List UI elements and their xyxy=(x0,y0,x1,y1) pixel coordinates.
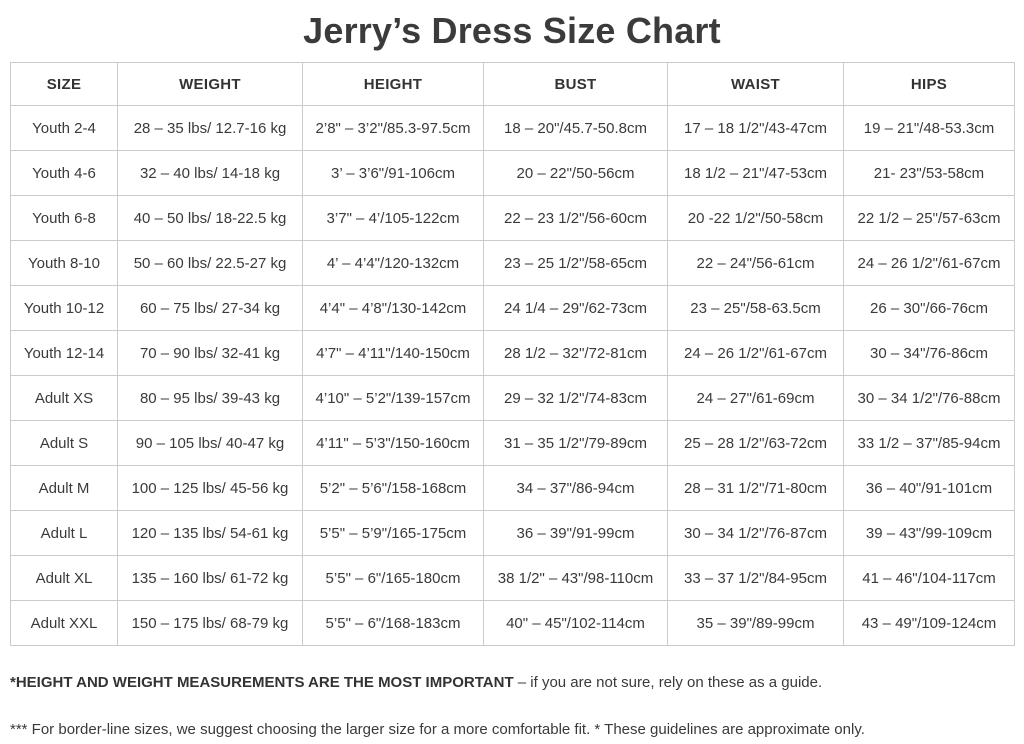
table-row: Youth 6-8 40 – 50 lbs/ 18-22.5 kg 3’7" – 4… xyxy=(10,195,1015,241)
cell-bust: 22 – 23 1/2"/56-60cm xyxy=(483,195,668,241)
cell-height: 5’2" – 5’6"/158-168cm xyxy=(302,465,484,511)
cell-height: 4’ – 4’4"/120-132cm xyxy=(302,240,484,286)
cell-waist: 17 – 18 1/2"/43-47cm xyxy=(667,105,844,151)
table-row: Adult XXL 150 – 175 lbs/ 68-79 kg 5’5" – 6… xyxy=(10,600,1015,646)
cell-height: 3’7" – 4’/105-122cm xyxy=(302,195,484,241)
cell-bust: 24 1/4 – 29"/62-73cm xyxy=(483,285,668,331)
cell-weight: 28 – 35 lbs/ 12.7-16 kg xyxy=(117,105,303,151)
cell-waist: 20 -22 1/2"/50-58cm xyxy=(667,195,844,241)
cell-size: Youth 8-10 xyxy=(10,240,118,286)
header-row: SIZE WEIGHT HEIGHT BUST WAIST HIPS xyxy=(10,62,1015,106)
cell-size: Adult M xyxy=(10,465,118,511)
cell-height: 3’ – 3’6"/91-106cm xyxy=(302,150,484,196)
cell-hips: 41 – 46"/104-117cm xyxy=(843,555,1015,601)
cell-weight: 80 – 95 lbs/ 39-43 kg xyxy=(117,375,303,421)
cell-size: Youth 2-4 xyxy=(10,105,118,151)
table-body: Youth 2-4 28 – 35 lbs/ 12.7-16 kg 2’8" – 3… xyxy=(10,105,1015,646)
cell-height: 5’5" – 6"/168-183cm xyxy=(302,600,484,646)
cell-hips: 26 – 30"/66-76cm xyxy=(843,285,1015,331)
cell-weight: 50 – 60 lbs/ 22.5-27 kg xyxy=(117,240,303,286)
cell-hips: 43 – 49"/109-124cm xyxy=(843,600,1015,646)
table-row: Youth 10-12 60 – 75 lbs/ 27-34 kg 4’4" – 4… xyxy=(10,285,1015,331)
cell-waist: 22 – 24"/56-61cm xyxy=(667,240,844,286)
cell-waist: 30 – 34 1/2"/76-87cm xyxy=(667,510,844,556)
cell-size: Adult XS xyxy=(10,375,118,421)
cell-hips: 24 – 26 1/2"/61-67cm xyxy=(843,240,1015,286)
footnote-height-weight-bold: *HEIGHT AND WEIGHT MEASUREMENTS ARE THE … xyxy=(10,674,514,691)
cell-bust: 40" – 45"/102-114cm xyxy=(483,600,668,646)
cell-weight: 120 – 135 lbs/ 54-61 kg xyxy=(117,510,303,556)
cell-bust: 28 1/2 – 32"/72-81cm xyxy=(483,330,668,376)
cell-height: 5’5" – 5’9"/165-175cm xyxy=(302,510,484,556)
table-row: Adult XL 135 – 160 lbs/ 61-72 kg 5’5" – 6"… xyxy=(10,555,1015,601)
cell-height: 4’10" – 5’2"/139-157cm xyxy=(302,375,484,421)
cell-bust: 31 – 35 1/2"/79-89cm xyxy=(483,420,668,466)
cell-hips: 30 – 34"/76-86cm xyxy=(843,330,1015,376)
cell-size: Adult XXL xyxy=(10,600,118,646)
cell-weight: 60 – 75 lbs/ 27-34 kg xyxy=(117,285,303,331)
size-chart-page: Jerry’s Dress Size Chart SIZE WEIGHT HEI… xyxy=(0,8,1024,744)
cell-bust: 23 – 25 1/2"/58-65cm xyxy=(483,240,668,286)
cell-bust: 38 1/2" – 43"/98-110cm xyxy=(483,555,668,601)
cell-waist: 24 – 26 1/2"/61-67cm xyxy=(667,330,844,376)
cell-size: Youth 6-8 xyxy=(10,195,118,241)
footnote-height-weight-rest: – if you are not sure, rely on these as … xyxy=(513,674,823,691)
cell-hips: 19 – 21"/48-53.3cm xyxy=(843,105,1015,151)
cell-size: Adult XL xyxy=(10,555,118,601)
table-row: Adult L 120 – 135 lbs/ 54-61 kg 5’5" – 5’9… xyxy=(10,510,1015,556)
cell-waist: 28 – 31 1/2"/71-80cm xyxy=(667,465,844,511)
cell-height: 4’4" – 4’8"/130-142cm xyxy=(302,285,484,331)
cell-weight: 90 – 105 lbs/ 40-47 kg xyxy=(117,420,303,466)
table-row: Youth 4-6 32 – 40 lbs/ 14-18 kg 3’ – 3’6"/… xyxy=(10,150,1015,196)
column-header-bust: BUST xyxy=(483,62,668,106)
cell-size: Adult L xyxy=(10,510,118,556)
cell-bust: 36 – 39"/91-99cm xyxy=(483,510,668,556)
cell-waist: 24 – 27"/61-69cm xyxy=(667,375,844,421)
cell-waist: 25 – 28 1/2"/63-72cm xyxy=(667,420,844,466)
column-header-height: HEIGHT xyxy=(302,62,484,106)
cell-bust: 18 – 20"/45.7-50.8cm xyxy=(483,105,668,151)
table-row: Adult S 90 – 105 lbs/ 40-47 kg 4’11" – 5’3… xyxy=(10,420,1015,466)
cell-size: Youth 12-14 xyxy=(10,330,118,376)
cell-height: 5’5" – 6"/165-180cm xyxy=(302,555,484,601)
column-header-weight: WEIGHT xyxy=(117,62,303,106)
cell-height: 2’8" – 3’2"/85.3-97.5cm xyxy=(302,105,484,151)
cell-weight: 150 – 175 lbs/ 68-79 kg xyxy=(117,600,303,646)
cell-weight: 135 – 160 lbs/ 61-72 kg xyxy=(117,555,303,601)
cell-waist: 33 – 37 1/2"/84-95cm xyxy=(667,555,844,601)
cell-waist: 35 – 39"/89-99cm xyxy=(667,600,844,646)
table-row: Youth 12-14 70 – 90 lbs/ 32-41 kg 4’7" – 4… xyxy=(10,330,1015,376)
cell-bust: 34 – 37"/86-94cm xyxy=(483,465,668,511)
cell-height: 4’11" – 5’3"/150-160cm xyxy=(302,420,484,466)
footnote-height-weight: *HEIGHT AND WEIGHT MEASUREMENTS ARE THE … xyxy=(10,674,1024,691)
cell-hips: 33 1/2 – 37"/85-94cm xyxy=(843,420,1015,466)
table-row: Adult XS 80 – 95 lbs/ 39-43 kg 4’10" – 5’2… xyxy=(10,375,1015,421)
table-row: Youth 2-4 28 – 35 lbs/ 12.7-16 kg 2’8" – 3… xyxy=(10,105,1015,151)
column-header-waist: WAIST xyxy=(667,62,844,106)
cell-weight: 100 – 125 lbs/ 45-56 kg xyxy=(117,465,303,511)
cell-bust: 20 – 22"/50-56cm xyxy=(483,150,668,196)
cell-height: 4’7" – 4’11"/140-150cm xyxy=(302,330,484,376)
cell-weight: 70 – 90 lbs/ 32-41 kg xyxy=(117,330,303,376)
table-row: Youth 8-10 50 – 60 lbs/ 22.5-27 kg 4’ – 4’… xyxy=(10,240,1015,286)
cell-weight: 40 – 50 lbs/ 18-22.5 kg xyxy=(117,195,303,241)
size-chart-table: SIZE WEIGHT HEIGHT BUST WAIST HIPS Youth… xyxy=(10,62,1015,646)
cell-waist: 18 1/2 – 21"/47-53cm xyxy=(667,150,844,196)
cell-waist: 23 – 25"/58-63.5cm xyxy=(667,285,844,331)
cell-hips: 36 – 40"/91-101cm xyxy=(843,465,1015,511)
page-title: Jerry’s Dress Size Chart xyxy=(303,10,721,51)
cell-hips: 30 – 34 1/2"/76-88cm xyxy=(843,375,1015,421)
cell-bust: 29 – 32 1/2"/74-83cm xyxy=(483,375,668,421)
column-header-hips: HIPS xyxy=(843,62,1015,106)
cell-size: Youth 10-12 xyxy=(10,285,118,331)
cell-weight: 32 – 40 lbs/ 14-18 kg xyxy=(117,150,303,196)
cell-hips: 21- 23"/53-58cm xyxy=(843,150,1015,196)
cell-hips: 22 1/2 – 25"/57-63cm xyxy=(843,195,1015,241)
table-row: Adult M 100 – 125 lbs/ 45-56 kg 5’2" – 5’6… xyxy=(10,465,1015,511)
footnote-borderline: *** For border-line sizes, we suggest ch… xyxy=(10,721,865,738)
column-header-size: SIZE xyxy=(10,62,118,106)
cell-size: Adult S xyxy=(10,420,118,466)
cell-hips: 39 – 43"/99-109cm xyxy=(843,510,1015,556)
cell-size: Youth 4-6 xyxy=(10,150,118,196)
